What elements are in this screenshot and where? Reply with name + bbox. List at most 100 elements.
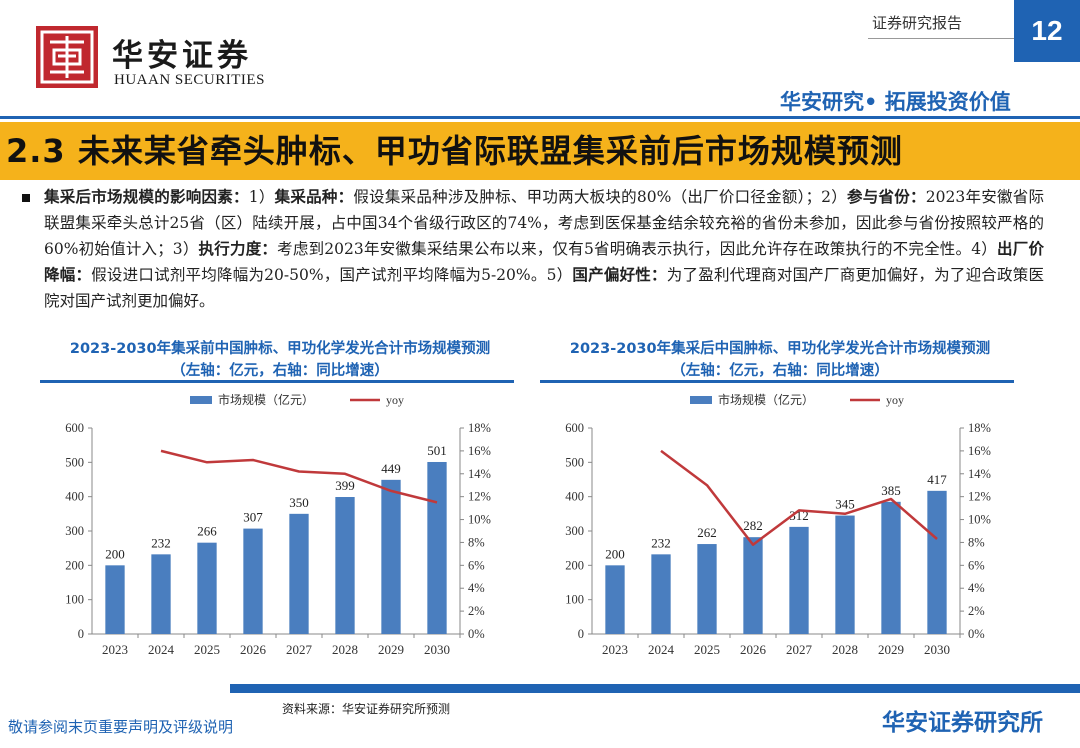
x-tick-label: 2030 xyxy=(924,642,950,657)
section-title: 2.3 未来某省牵头肿标、甲功省际联盟集采前后市场规模预测 xyxy=(6,132,903,170)
right-tick-label: 12% xyxy=(468,490,491,504)
x-tick-label: 2027 xyxy=(786,642,813,657)
left-tick-label: 600 xyxy=(65,421,84,435)
right-tick-label: 14% xyxy=(468,467,491,481)
legend-line-label: yoy xyxy=(886,393,904,407)
footer-brand: 华安证券研究所 xyxy=(882,710,1043,736)
left-tick-label: 0 xyxy=(578,627,584,641)
legend-line-label: yoy xyxy=(386,393,404,407)
right-tick-label: 4% xyxy=(468,581,485,595)
logo-seal-icon xyxy=(40,30,94,84)
x-tick-label: 2028 xyxy=(332,642,358,657)
para-label-5: 出厂价降幅： xyxy=(44,240,1044,284)
bar-value-label: 200 xyxy=(605,546,625,561)
x-tick-label: 2029 xyxy=(378,642,404,657)
bar-2029 xyxy=(881,501,901,634)
right-tick-label: 4% xyxy=(968,581,985,595)
brand-name-cn: 华安证券 xyxy=(112,38,252,74)
bar-value-label: 266 xyxy=(197,524,217,539)
chart-1-title: 2023-2030年集采前中国肿标、甲功化学发光合计市场规模预测 （左轴：亿元，… xyxy=(20,338,540,382)
bar-2028 xyxy=(835,515,855,634)
para-label-1: 集采后市场规模的影响因素： xyxy=(44,188,249,206)
bar-value-label: 399 xyxy=(335,478,355,493)
para-text-5: 假设进口试剂平均降幅为20-50%，国产试剂平均降幅为5-20%。5） xyxy=(91,266,573,284)
x-tick-label: 2029 xyxy=(878,642,904,657)
left-tick-label: 0 xyxy=(78,627,84,641)
bar-value-label: 282 xyxy=(743,518,763,533)
header-divider xyxy=(868,38,1014,39)
bar-2024 xyxy=(151,554,171,634)
chart-2-rule xyxy=(540,380,1014,383)
chart-1-title-line2: （左轴：亿元，右轴：同比增速） xyxy=(171,363,389,379)
body-paragraph: 集采后市场规模的影响因素：1）集采品种：假设集采品种涉及肿标、甲功两大板块的80… xyxy=(44,184,1044,314)
bar-value-label: 385 xyxy=(881,483,901,498)
bar-2030 xyxy=(427,461,447,634)
bar-value-label: 449 xyxy=(381,461,401,476)
title-top-rule xyxy=(0,116,1080,119)
right-tick-label: 8% xyxy=(968,535,985,549)
left-tick-label: 400 xyxy=(565,490,584,504)
footer-rule xyxy=(230,684,1080,693)
bar-value-label: 200 xyxy=(105,546,125,561)
bar-value-label: 350 xyxy=(289,495,309,510)
legend-bar-label: 市场规模（亿元） xyxy=(718,392,814,407)
x-tick-label: 2023 xyxy=(102,642,128,657)
x-tick-label: 2027 xyxy=(286,642,313,657)
legend-bar-swatch xyxy=(690,396,712,404)
right-tick-label: 2% xyxy=(468,604,485,618)
left-tick-label: 100 xyxy=(65,593,84,607)
chart-2: 市场规模（亿元） yoy 0 100 200 300 400 500 600 0% 2% 4% 6% 8%… xyxy=(565,392,991,657)
x-tick-label: 2025 xyxy=(694,642,720,657)
right-tick-label: 6% xyxy=(468,558,485,572)
x-tick-label: 2028 xyxy=(832,642,858,657)
bar-value-label: 232 xyxy=(651,535,671,550)
bar-value-label: 501 xyxy=(427,443,447,458)
bar-value-label: 232 xyxy=(151,535,171,550)
bar-2030 xyxy=(927,490,947,634)
left-tick-label: 600 xyxy=(565,421,584,435)
left-tick-label: 500 xyxy=(565,455,584,469)
para-text-2: 假设集采品种涉及肿标、甲功两大板块的80%（出厂价口径金额）；2） xyxy=(353,188,847,206)
x-tick-label: 2030 xyxy=(424,642,450,657)
chart-2-title-line1: 2023-2030年集采后中国肿标、甲功化学发光合计市场规模预测 xyxy=(569,341,991,357)
left-tick-label: 300 xyxy=(565,524,584,538)
bar-2026 xyxy=(243,528,263,634)
company-logo xyxy=(36,26,98,88)
bar-2023 xyxy=(605,565,625,634)
bar-2023 xyxy=(105,565,125,634)
left-tick-label: 300 xyxy=(65,524,84,538)
legend-bar-swatch xyxy=(190,396,212,404)
x-tick-label: 2023 xyxy=(602,642,628,657)
bar-value-label: 345 xyxy=(835,497,855,512)
page-number: 12 xyxy=(1014,0,1080,62)
bar-value-label: 417 xyxy=(927,472,947,487)
bar-2029 xyxy=(381,479,401,634)
legend-bar-label: 市场规模（亿元） xyxy=(218,392,314,407)
para-label-2: 集采品种： xyxy=(274,188,354,206)
para-label-6: 国产偏好性： xyxy=(572,266,667,284)
chart-2-title-line2: （左轴：亿元，右轴：同比增速） xyxy=(671,363,889,379)
para-text-3: 2023年安徽省际联盟集采牵头总计25省（区）陆续开展，占中国34个省级行政区的… xyxy=(44,188,1044,258)
chart-2-title: 2023-2030年集采后中国肿标、甲功化学发光合计市场规模预测 （左轴：亿元，… xyxy=(520,338,1040,382)
left-tick-label: 200 xyxy=(565,558,584,572)
para-label-4: 执行力度： xyxy=(198,240,278,258)
right-tick-label: 0% xyxy=(468,627,485,641)
chart-1: 市场规模（亿元） yoy 0 100 200 300 400 500 600 0% 2% 4% 6% 8%… xyxy=(65,392,491,657)
x-tick-label: 2025 xyxy=(194,642,220,657)
left-tick-label: 100 xyxy=(565,593,584,607)
report-type-label: 证券研究报告 xyxy=(872,14,963,32)
para-text-6: 为了盈利代理商对国产厂商更加偏好，为了迎合政策医院对国产试剂更加偏好。 xyxy=(44,266,1044,310)
bar-value-label: 307 xyxy=(243,510,263,525)
para-label-3: 参与省份： xyxy=(847,188,926,206)
bar-value-label: 262 xyxy=(697,525,717,540)
x-tick-label: 2024 xyxy=(648,642,675,657)
chart-1-title-line1: 2023-2030年集采前中国肿标、甲功化学发光合计市场规模预测 xyxy=(69,341,491,357)
right-tick-label: 16% xyxy=(468,444,491,458)
bar-2028 xyxy=(335,497,355,634)
right-tick-label: 8% xyxy=(468,535,485,549)
right-tick-label: 10% xyxy=(468,513,491,527)
chart-1-rule xyxy=(40,380,514,383)
right-tick-label: 2% xyxy=(968,604,985,618)
disclaimer-link[interactable]: 敬请参阅末页重要声明及评级说明 xyxy=(8,718,234,736)
slogan: 华安研究• 拓展投资价值 xyxy=(780,90,1011,114)
